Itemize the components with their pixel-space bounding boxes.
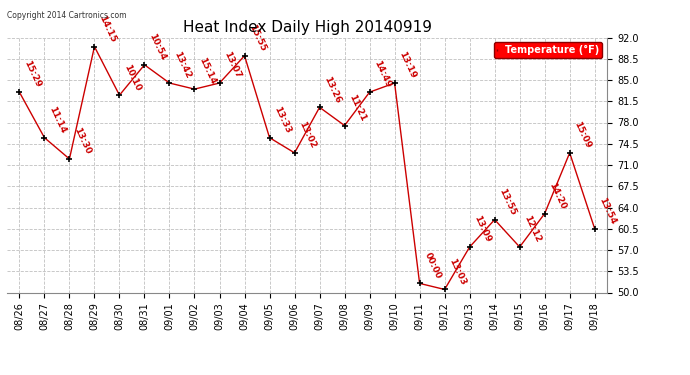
Text: 14:20: 14:20	[547, 181, 568, 211]
Text: 13:03: 13:03	[447, 257, 468, 286]
Text: 14:49: 14:49	[373, 59, 393, 89]
Text: 13:42: 13:42	[172, 50, 193, 80]
Text: 13:54: 13:54	[598, 196, 618, 226]
Text: Copyright 2014 Cartronics.com: Copyright 2014 Cartronics.com	[7, 11, 126, 20]
Text: 13:55: 13:55	[497, 187, 518, 217]
Text: 11:14: 11:14	[47, 105, 68, 135]
Text: 10:10: 10:10	[122, 63, 142, 92]
Text: 14:15: 14:15	[97, 14, 117, 44]
Text: 13:07: 13:07	[222, 51, 243, 80]
Text: 15:09: 15:09	[573, 120, 593, 150]
Text: 15:14: 15:14	[197, 57, 217, 86]
Text: 11:21: 11:21	[347, 93, 368, 123]
Text: 10:54: 10:54	[147, 32, 168, 62]
Text: 13:33: 13:33	[273, 105, 293, 135]
Text: 13:26: 13:26	[322, 75, 343, 105]
Text: 00:00: 00:00	[422, 251, 442, 280]
Title: Heat Index Daily High 20140919: Heat Index Daily High 20140919	[183, 20, 431, 35]
Text: 13:09: 13:09	[473, 214, 493, 244]
Text: 12:12: 12:12	[522, 214, 543, 244]
Text: 15:29: 15:29	[22, 60, 43, 89]
Text: 15:55: 15:55	[247, 23, 268, 53]
Text: 13:02: 13:02	[297, 120, 317, 150]
Text: 13:30: 13:30	[72, 126, 92, 156]
Legend: Temperature (°F): Temperature (°F)	[495, 42, 602, 58]
Text: 13:19: 13:19	[397, 50, 417, 80]
